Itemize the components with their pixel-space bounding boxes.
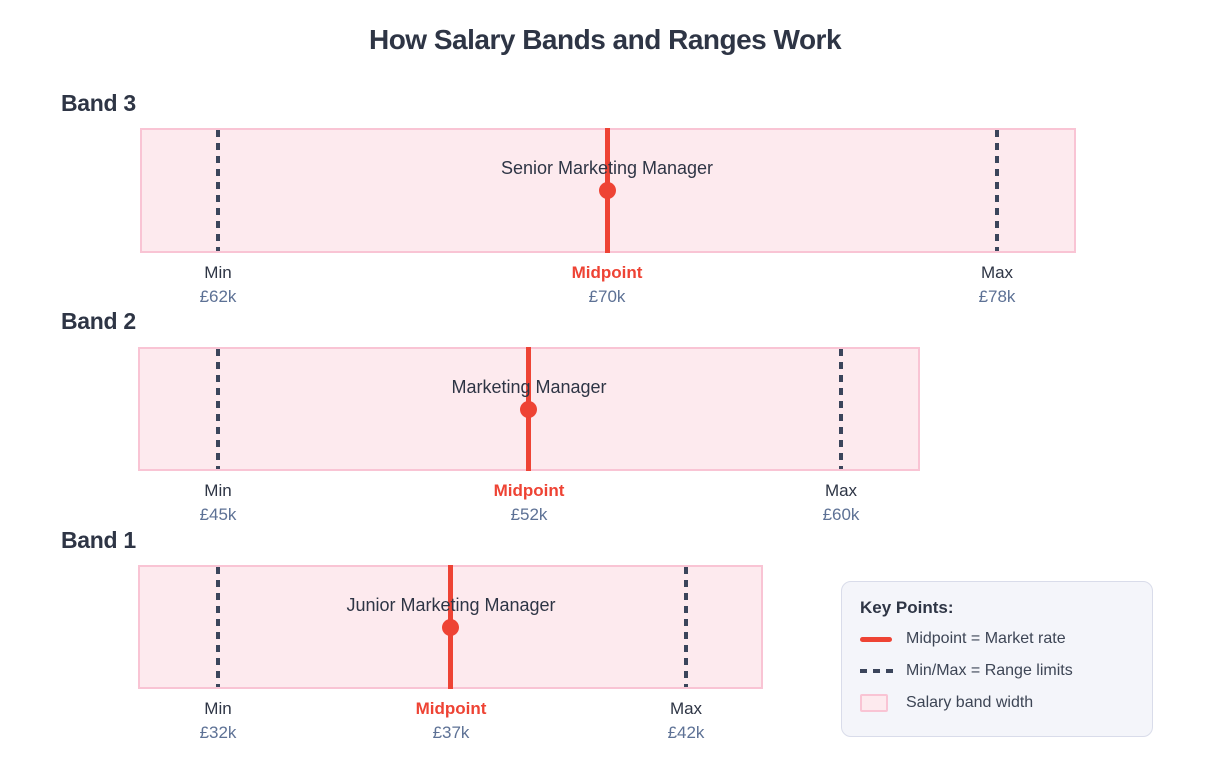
band-3-max-stat: Max £78k xyxy=(979,261,1016,309)
page-title: How Salary Bands and Ranges Work xyxy=(368,24,842,55)
band-2-max-stat: Max £60k xyxy=(823,479,860,527)
max-value: £42k xyxy=(667,723,705,742)
band-1-min-line xyxy=(216,567,220,687)
legend-item-text: Salary band width xyxy=(906,694,1034,711)
midpoint-value: £70k xyxy=(588,287,626,306)
band-1-label: Band 1 xyxy=(61,527,136,553)
legend-item-midpoint: Midpoint = Market rate xyxy=(860,628,1134,650)
min-value: £62k xyxy=(199,287,237,306)
band-1-max-stat: Max £42k xyxy=(668,697,705,745)
midpoint-label: Midpoint xyxy=(493,481,565,500)
band-2-max-line xyxy=(839,349,843,469)
midpoint-line-swatch-icon xyxy=(860,636,894,642)
band-1-midpoint-line xyxy=(448,565,453,689)
max-label: Max xyxy=(669,699,703,718)
midpoint-label: Midpoint xyxy=(571,263,643,282)
band-3-min-line xyxy=(216,130,220,251)
band-2-min-line xyxy=(216,349,220,469)
band-3-min-stat: Min £62k xyxy=(200,261,237,309)
band-1-range-rect xyxy=(138,565,763,689)
band-2-midpoint-line xyxy=(526,347,531,471)
band-3-midpoint-line xyxy=(605,128,610,253)
band-2-label: Band 2 xyxy=(61,308,136,334)
band-1-midpoint-stat: Midpoint £37k xyxy=(416,697,487,745)
legend-item-bandwidth: Salary band width xyxy=(860,692,1134,714)
key-points-legend: Key Points: Midpoint = Market rate Min/M… xyxy=(841,581,1153,737)
min-value: £32k xyxy=(199,723,237,742)
band-2-midpoint-stat: Midpoint £52k xyxy=(494,479,565,527)
band-3-label: Band 3 xyxy=(61,90,136,116)
band-3-midpoint-stat: Midpoint £70k xyxy=(572,261,643,309)
band-1-role-title: Junior Marketing Manager xyxy=(346,595,556,615)
band-2-role-title: Marketing Manager xyxy=(451,377,607,397)
min-label: Min xyxy=(204,263,232,282)
minmax-dash-swatch-icon xyxy=(860,669,894,673)
band-1-midpoint-dot xyxy=(442,619,459,636)
max-label: Max xyxy=(980,263,1014,282)
legend-item-text: Midpoint = Market rate xyxy=(906,630,1066,647)
midpoint-label: Midpoint xyxy=(415,699,487,718)
midpoint-value: £37k xyxy=(432,723,470,742)
max-value: £60k xyxy=(822,505,860,524)
band-2-range-rect xyxy=(138,347,920,471)
legend-item-text: Min/Max = Range limits xyxy=(906,662,1073,679)
legend-item-minmax: Min/Max = Range limits xyxy=(860,660,1134,682)
band-1-max-line xyxy=(684,567,688,687)
min-value: £45k xyxy=(199,505,237,524)
max-label: Max xyxy=(824,481,858,500)
band-1-min-stat: Min £32k xyxy=(200,697,237,745)
band-3-range-rect xyxy=(140,128,1076,253)
min-label: Min xyxy=(204,699,232,718)
min-label: Min xyxy=(204,481,232,500)
band-width-swatch-icon xyxy=(860,694,894,712)
band-3-midpoint-dot xyxy=(599,182,616,199)
band-3-role-title: Senior Marketing Manager xyxy=(500,158,714,178)
band-2-min-stat: Min £45k xyxy=(200,479,237,527)
midpoint-value: £52k xyxy=(510,505,548,524)
legend-title: Key Points: xyxy=(860,598,954,617)
band-3-max-line xyxy=(995,130,999,251)
max-value: £78k xyxy=(978,287,1016,306)
band-2-midpoint-dot xyxy=(520,401,537,418)
